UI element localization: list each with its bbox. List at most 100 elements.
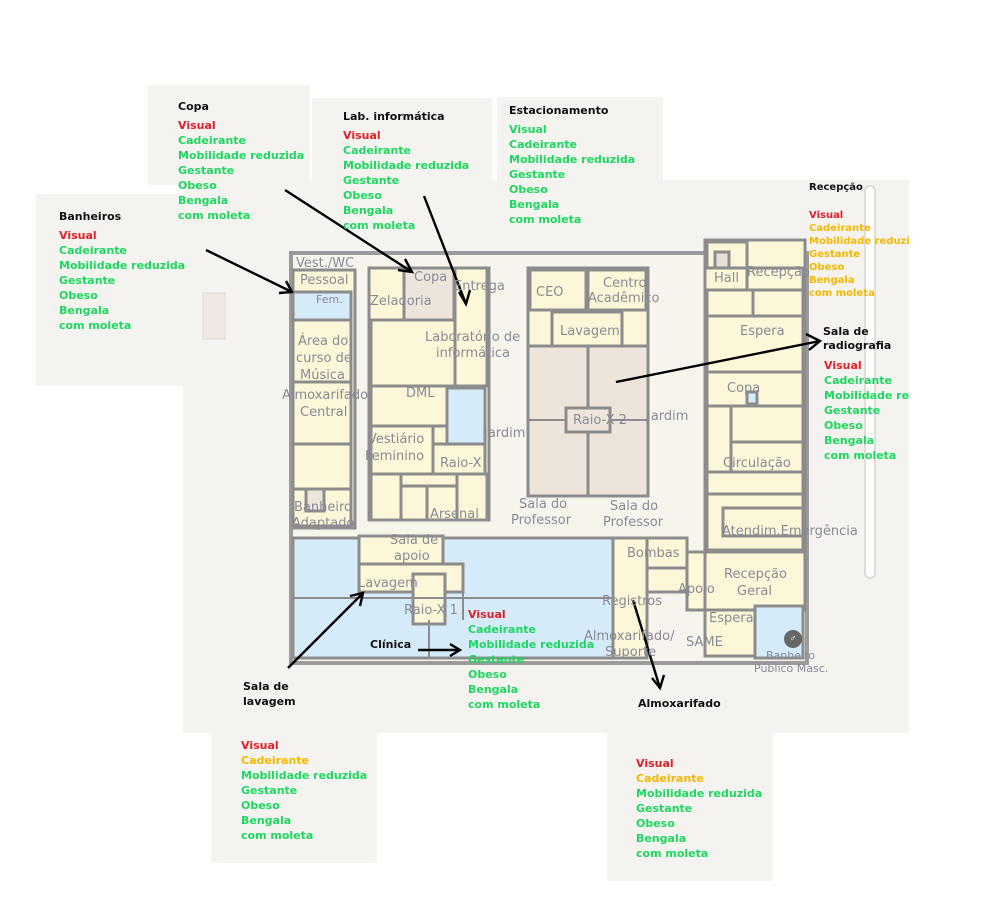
- room-banheiro-line1: Banheiro: [294, 500, 352, 515]
- item-bengala: Bengala: [636, 832, 687, 845]
- item-mobilidade: Mobilidade reduzida: [241, 769, 368, 782]
- item-cadeirante: Cadeirante: [59, 244, 127, 257]
- card-list: Visual Cadeirante Mobilidade reduzida Ge…: [59, 228, 185, 333]
- card-title: Estacionamento: [509, 104, 609, 117]
- card-title: Recepção: [809, 182, 863, 193]
- item-bengala: Bengala: [509, 198, 560, 211]
- item-mobilidade: Mobilidade reduzida: [809, 236, 909, 247]
- item-obeso: Obeso: [468, 668, 507, 681]
- card-bg-almoxarifado: [607, 733, 773, 881]
- arrow-copa: [284, 188, 413, 274]
- floor-plan-walls: [289, 238, 809, 665]
- item-visual: Visual: [241, 739, 279, 752]
- item-visual: Visual: [178, 119, 216, 132]
- room-sala-apoio-line1: Sala de: [390, 533, 439, 548]
- item-visual: Visual: [343, 129, 381, 142]
- room-fem: Fem.: [316, 293, 343, 306]
- room-area-line2: curso de: [296, 351, 352, 366]
- item-bengala: Bengala: [809, 275, 855, 286]
- room-banheiro-line2: Adaptado: [292, 516, 355, 531]
- item-moleta: com moleta: [824, 449, 897, 462]
- room-espera-low: Espera: [709, 611, 754, 626]
- item-visual: Visual: [509, 123, 547, 136]
- item-obeso: Obeso: [343, 189, 382, 202]
- item-cadeirante: Cadeirante: [343, 144, 411, 157]
- room-area-line1: Área do: [298, 334, 349, 349]
- card-list: Visual Cadeirante Mobilidade reduzida Ge…: [468, 607, 594, 712]
- item-bengala: Bengala: [241, 814, 292, 827]
- item-gestante: Gestante: [59, 274, 116, 287]
- item-moleta: com moleta: [241, 829, 314, 842]
- room-copa-right: Copa: [727, 381, 761, 396]
- item-obeso: Obeso: [809, 262, 845, 273]
- item-mobilidade: Mobilidade reduzida: [343, 159, 470, 172]
- arrow-almoxarifado: [631, 599, 662, 689]
- room-arsenal: Arsenal: [430, 507, 479, 522]
- item-bengala: Bengala: [59, 304, 110, 317]
- card-bg-lavagem: [211, 733, 377, 863]
- item-gestante: Gestante: [468, 653, 525, 666]
- item-cadeirante: Cadeirante: [178, 134, 246, 147]
- item-obeso: Obeso: [241, 799, 280, 812]
- room-jardim-left: Jardim: [484, 426, 526, 441]
- card-bg-copa: [148, 85, 310, 185]
- arrow-head: [397, 258, 415, 274]
- room-recepcao-geral-line1: Recepção: [724, 567, 787, 582]
- item-obeso: Obeso: [509, 183, 548, 196]
- card-title: Clínica: [370, 638, 412, 651]
- card-list: Visual Cadeirante Mobilidade reduzida Ge…: [509, 122, 635, 227]
- item-moleta: com moleta: [59, 319, 132, 332]
- restroom-icon: ♂: [784, 630, 802, 648]
- item-obeso: Obeso: [636, 817, 675, 830]
- room-almox-line1: Almoxarifado: [282, 388, 369, 403]
- room-atendim-emergencia: Atendim.Emergência: [722, 524, 858, 539]
- room-almox-suporte-line1: Almoxarifado/: [584, 629, 675, 644]
- room-raiox1: Raio-X 1: [404, 603, 458, 618]
- room-vestiario-line2: Feminino: [365, 449, 425, 464]
- room-hall: Hall: [714, 271, 739, 286]
- item-bengala: Bengala: [343, 204, 394, 217]
- item-cadeirante: Cadeirante: [468, 623, 536, 636]
- item-visual: Visual: [636, 757, 674, 770]
- left-ghost-panel: [202, 292, 226, 340]
- arrow-banheiros: [205, 248, 293, 294]
- item-visual: Visual: [809, 210, 844, 221]
- item-bengala: Bengala: [178, 194, 229, 207]
- item-gestante: Gestante: [343, 174, 400, 187]
- room-academico: Acadêmico: [588, 291, 660, 306]
- item-gestante: Gestante: [636, 802, 693, 815]
- room-apoio: Apoio: [678, 582, 715, 597]
- room-dml: DML: [406, 386, 435, 401]
- item-mobilidade: Mobilidade reduzida: [824, 389, 910, 402]
- card-list: Visual Cadeirante Mobilidade reduzida Ge…: [636, 756, 762, 861]
- item-moleta: com moleta: [468, 698, 541, 711]
- item-cadeirante: Cadeirante: [824, 374, 892, 387]
- arrow-head: [449, 642, 463, 658]
- room-vestiario-line1: Vestiário: [368, 432, 425, 447]
- card-title: Banheiros: [59, 210, 122, 223]
- room-centro: Centro: [603, 276, 647, 291]
- room-lab-line2: informática: [436, 346, 510, 361]
- card-list: Visual Cadeirante Mobilidade reduzida Ge…: [809, 209, 909, 300]
- room-raiox: Raio-X: [440, 456, 482, 471]
- item-moleta: com moleta: [178, 209, 251, 222]
- room-vest-wc: Vest./WC: [296, 256, 355, 271]
- item-moleta: com moleta: [809, 288, 875, 299]
- arrow-head: [651, 674, 666, 691]
- card-bg-estacionamento: [497, 97, 663, 187]
- item-mobilidade: Mobilidade reduzida: [59, 259, 186, 272]
- item-moleta: com moleta: [636, 847, 709, 860]
- arrow-lavagem: [287, 592, 364, 669]
- item-cadeirante: Cadeirante: [809, 223, 871, 234]
- room-sala-apoio-line2: apoio: [394, 549, 430, 564]
- room-banheiro-publico-line1: Banheiro: [766, 649, 816, 662]
- item-gestante: Gestante: [509, 168, 566, 181]
- room-lab-line1: Laboratório de: [425, 330, 521, 345]
- arrow-head: [278, 280, 294, 295]
- arrow-head: [457, 289, 472, 308]
- card-title-line1: Sala de: [243, 680, 289, 693]
- item-cadeirante: Cadeirante: [241, 754, 309, 767]
- card-list: Visual Cadeirante Mobilidade reduzida Ge…: [241, 738, 367, 843]
- room-sala-prof-b-line1: Sala do: [610, 499, 659, 514]
- room-almox-suporte-line2: Suporte: [605, 645, 657, 660]
